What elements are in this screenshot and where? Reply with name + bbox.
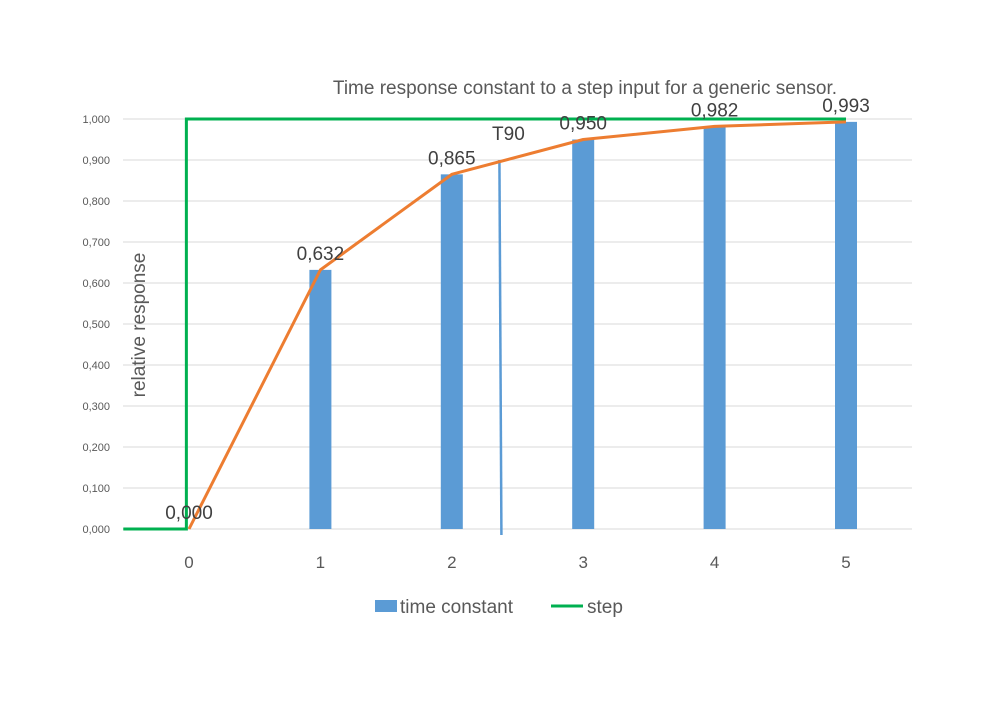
y-tick-label: 0,400 xyxy=(82,360,110,372)
data-label: 0,000 xyxy=(165,503,213,524)
legend: time constant step xyxy=(375,597,623,618)
data-label: 0,865 xyxy=(428,148,476,169)
y-tick-label: 0,900 xyxy=(82,155,110,167)
y-tick-label: 0,200 xyxy=(82,442,110,454)
x-tick-label: 3 xyxy=(578,553,587,572)
y-tick-label: 0,800 xyxy=(82,196,110,208)
y-tick-label: 1,000 xyxy=(82,114,110,126)
y-tick-label: 0,700 xyxy=(82,237,110,249)
bar xyxy=(572,139,595,529)
bar xyxy=(703,126,726,529)
bar xyxy=(835,121,857,530)
data-label: 0,982 xyxy=(691,100,739,121)
legend-label-time-constant: time constant xyxy=(400,597,514,618)
t90-line xyxy=(498,159,503,536)
legend-label-step: step xyxy=(587,597,623,618)
y-tick-label: 0,600 xyxy=(82,278,110,290)
bar xyxy=(309,269,332,529)
legend-swatch-time-constant xyxy=(375,600,397,612)
chart-title: Time response constant to a step input f… xyxy=(333,78,837,99)
x-tick-label: 0 xyxy=(184,553,193,572)
x-tick-label: 2 xyxy=(447,553,456,572)
x-tick-label: 1 xyxy=(316,553,325,572)
bar xyxy=(440,174,463,529)
x-tick-label: 4 xyxy=(710,553,719,572)
step-line xyxy=(123,117,846,531)
t90-label: T90 xyxy=(492,124,525,145)
x-tick-label: 5 xyxy=(841,553,850,572)
data-label: 0,632 xyxy=(297,244,345,265)
y-tick-label: 0,100 xyxy=(82,483,110,495)
response-line xyxy=(187,120,847,530)
y-tick-label: 0,300 xyxy=(82,401,110,413)
data-label: 0,993 xyxy=(822,96,870,117)
data-label: 0,950 xyxy=(559,114,607,135)
y-tick-label: 0,000 xyxy=(82,524,110,536)
y-tick-label: 0,500 xyxy=(82,319,110,331)
y-axis-label: relative response xyxy=(129,253,150,398)
